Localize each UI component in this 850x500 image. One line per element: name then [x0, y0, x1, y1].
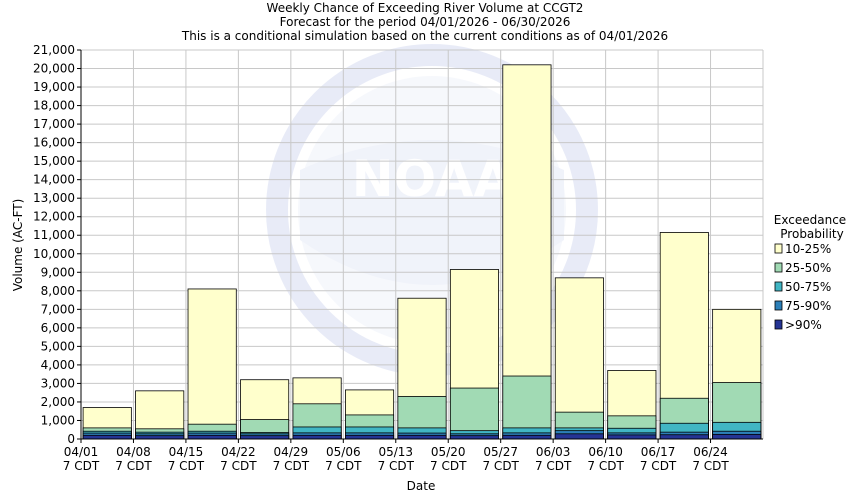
x-tick-sublabel: 7 CDT: [482, 459, 519, 473]
x-tick-label: 06/24: [693, 445, 728, 459]
y-tick-label: 13,000: [33, 191, 75, 205]
y-tick-label: 6,000: [41, 321, 75, 335]
legend: Exceedance Probability 10-25% 25-50% 50-75…: [774, 213, 846, 332]
y-tick-label: 21,000: [33, 43, 75, 57]
x-tick-label: 06/03: [536, 445, 571, 459]
x-tick-label: 04/01: [64, 445, 99, 459]
bar-segment-90: [397, 434, 447, 440]
legend-title-line-1: Exceedance: [774, 213, 846, 227]
bar-segment-90: [554, 433, 604, 440]
y-tick-label: 3,000: [41, 376, 75, 390]
x-tick-label: 06/17: [641, 445, 676, 459]
y-tick-label: 0: [67, 432, 75, 446]
x-tick-sublabel: 7 CDT: [535, 459, 572, 473]
chart-title: Weekly Chance of Exceeding River Volume …: [267, 1, 584, 15]
legend-title-line-2: Probability: [780, 227, 843, 241]
bar-segment-90: [607, 434, 657, 440]
x-tick-label: 05/06: [326, 445, 361, 459]
y-tick-label: 20,000: [33, 62, 75, 76]
y-axis-label: Volume (AC-FT): [11, 199, 25, 292]
x-tick-label: 04/29: [274, 445, 309, 459]
x-tick-label: 04/08: [116, 445, 151, 459]
legend-entry-label: 25-50%: [785, 261, 831, 275]
legend-swatch: [774, 281, 783, 292]
x-tick-sublabel: 7 CDT: [587, 459, 624, 473]
x-tick-label: 04/15: [169, 445, 204, 459]
y-tick-label: 10,000: [33, 247, 75, 261]
bar-segment-90: [502, 434, 552, 440]
bar-segment-10-25: [187, 288, 237, 440]
bar-segment-90: [240, 435, 290, 440]
x-axis-label: Date: [407, 479, 436, 493]
legend-entry-label: 50-75%: [785, 280, 831, 294]
x-tick-label: 05/27: [483, 445, 518, 459]
y-tick-label: 12,000: [33, 210, 75, 224]
bar-segment-90: [345, 434, 395, 440]
bar-segment-90: [292, 434, 342, 440]
x-tick-label: 06/10: [588, 445, 623, 459]
bar-segment-90: [135, 435, 185, 440]
legend-swatch: [774, 262, 783, 273]
bar-segment-90: [659, 434, 709, 440]
x-tick-sublabel: 7 CDT: [325, 459, 362, 473]
y-tick-label: 19,000: [33, 80, 75, 94]
x-tick-label: 05/20: [431, 445, 466, 459]
bar-stacks: [82, 64, 762, 440]
x-tick-sublabel: 7 CDT: [168, 459, 205, 473]
bar-segment-90: [449, 435, 499, 440]
chart-subtitle-2: This is a conditional simulation based o…: [181, 29, 668, 43]
legend-entry-label: 75-90%: [785, 299, 831, 313]
x-tick-sublabel: 7 CDT: [115, 459, 152, 473]
x-tick-label: 05/13: [378, 445, 413, 459]
y-tick-label: 9,000: [41, 265, 75, 279]
y-tick-label: 8,000: [41, 284, 75, 298]
y-tick-label: 14,000: [33, 173, 75, 187]
legend-swatch: [774, 319, 783, 330]
chart-subtitle-1: Forecast for the period 04/01/2026 - 06/…: [280, 15, 571, 29]
legend-swatch: [774, 300, 783, 311]
x-tick-sublabel: 7 CDT: [378, 459, 415, 473]
bar-segment-90: [82, 434, 132, 440]
x-tick-sublabel: 7 CDT: [640, 459, 677, 473]
legend-swatch: [774, 243, 783, 254]
y-tick-label: 16,000: [33, 136, 75, 150]
y-tick-label: 7,000: [41, 302, 75, 316]
x-tick-sublabel: 7 CDT: [430, 459, 467, 473]
bar-segment-90: [712, 433, 762, 440]
y-tick-label: 18,000: [33, 99, 75, 113]
x-tick-sublabel: 7 CDT: [63, 459, 100, 473]
legend-entry-label: >90%: [785, 318, 822, 332]
bar-segment-90: [187, 434, 237, 440]
watermark-logo-text: NOAA: [352, 150, 513, 208]
y-tick-label: 11,000: [33, 228, 75, 242]
y-tick-label: 4,000: [41, 358, 75, 372]
y-tick-label: 2,000: [41, 395, 75, 409]
x-tick-label: 04/22: [221, 445, 256, 459]
y-tick-label: 1,000: [41, 413, 75, 427]
y-tick-label: 5,000: [41, 339, 75, 353]
y-axis: 0 1,000 2,000 3,000 4,000 5,000 6,000 7,000 8,00…: [33, 43, 82, 446]
x-tick-sublabel: 7 CDT: [220, 459, 257, 473]
x-tick-sublabel: 7 CDT: [273, 459, 310, 473]
x-tick-sublabel: 7 CDT: [692, 459, 729, 473]
legend-entry-label: 10-25%: [785, 242, 831, 256]
y-tick-label: 17,000: [33, 117, 75, 131]
y-tick-label: 15,000: [33, 154, 75, 168]
